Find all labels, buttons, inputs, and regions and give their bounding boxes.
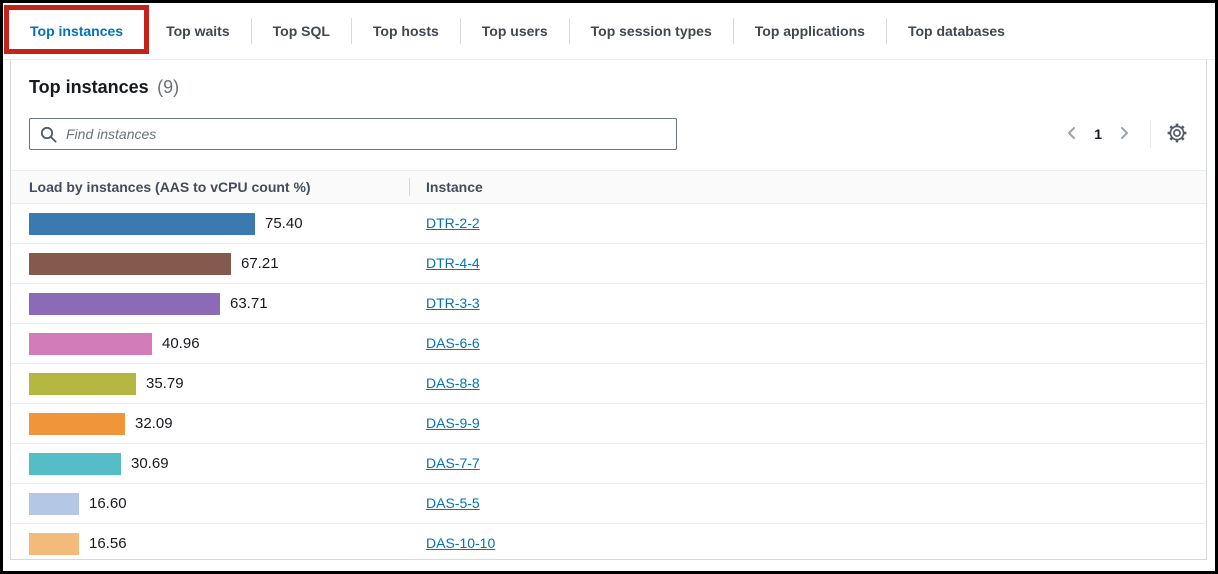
search-input[interactable] <box>29 118 677 150</box>
instance-cell: DTR-4-4 <box>409 255 480 273</box>
tab-top-hosts[interactable]: Top hosts <box>352 3 460 59</box>
load-bar <box>29 492 79 515</box>
table-body: 75.40 DTR-2-2 67.21 DTR-4-4 63.71 DTR-3-3 40.9… <box>11 204 1206 559</box>
instance-cell: DTR-3-3 <box>409 295 480 313</box>
pagination-controls: 1 <box>1059 120 1190 148</box>
tab-top-applications[interactable]: Top applications <box>734 3 886 59</box>
load-cell: 67.21 <box>11 252 409 275</box>
table-row: 63.71 DTR-3-3 <box>11 284 1206 324</box>
instance-link[interactable]: DTR-4-4 <box>426 254 480 271</box>
load-bar <box>29 332 152 355</box>
top-instances-panel: Top instances (9) <box>10 60 1207 560</box>
table-row: 35.79 DAS-8-8 <box>11 364 1206 404</box>
page-number[interactable]: 1 <box>1094 126 1102 142</box>
load-cell: 40.96 <box>11 332 409 355</box>
instance-cell: DTR-2-2 <box>409 215 480 233</box>
load-bar <box>29 452 121 475</box>
load-value: 30.69 <box>131 455 169 472</box>
tab-bar: Top instances Top waits Top SQL Top hosts To… <box>3 3 1215 60</box>
load-cell: 16.60 <box>11 492 409 515</box>
load-cell: 75.40 <box>11 212 409 235</box>
instance-cell: DAS-5-5 <box>409 495 480 513</box>
column-divider <box>409 178 410 196</box>
column-header-instance-label: Instance <box>426 179 483 195</box>
column-header-instance: Instance <box>410 179 483 195</box>
tab-top-instances[interactable]: Top instances <box>9 3 144 59</box>
tab-divider <box>885 18 887 44</box>
instance-link[interactable]: DTR-3-3 <box>426 294 480 311</box>
table-row: 16.56 DAS-10-10 <box>11 524 1206 559</box>
panel-title-line: Top instances (9) <box>29 77 1190 98</box>
instance-link[interactable]: DAS-5-5 <box>426 494 480 511</box>
item-count-badge: (9) <box>157 77 180 97</box>
tab-top-sql[interactable]: Top SQL <box>252 3 351 59</box>
table-row: 16.60 DAS-5-5 <box>11 484 1206 524</box>
instance-cell: DAS-9-9 <box>409 415 480 433</box>
instance-cell: DAS-7-7 <box>409 455 480 473</box>
load-bar <box>29 292 220 315</box>
next-page-button[interactable] <box>1111 121 1137 147</box>
load-cell: 32.09 <box>11 412 409 435</box>
toolbar: 1 <box>29 118 1190 150</box>
load-cell: 16.56 <box>11 532 409 555</box>
tab-divider <box>732 18 734 44</box>
table-row: 67.21 DTR-4-4 <box>11 244 1206 284</box>
tab-divider <box>568 18 570 44</box>
load-bar <box>29 412 125 435</box>
load-bar <box>29 532 79 555</box>
load-value: 16.60 <box>89 495 127 512</box>
load-value: 32.09 <box>135 415 173 432</box>
instance-link[interactable]: DAS-6-6 <box>426 334 480 351</box>
tab-divider <box>350 18 352 44</box>
controls-divider <box>1150 120 1151 148</box>
load-bar <box>29 372 136 395</box>
table-row: 75.40 DTR-2-2 <box>11 204 1206 244</box>
previous-page-button[interactable] <box>1059 121 1085 147</box>
instance-link[interactable]: DAS-9-9 <box>426 414 480 431</box>
table-row: 40.96 DAS-6-6 <box>11 324 1206 364</box>
load-value: 63.71 <box>230 295 268 312</box>
chevron-left-icon <box>1064 125 1080 144</box>
tab-top-session-types[interactable]: Top session types <box>570 3 733 59</box>
instance-cell: DAS-6-6 <box>409 335 480 353</box>
tab-top-waits[interactable]: Top waits <box>145 3 251 59</box>
table-row: 30.69 DAS-7-7 <box>11 444 1206 484</box>
column-header-load: Load by instances (AAS to vCPU count %) <box>11 171 409 203</box>
tab-divider <box>250 18 252 44</box>
load-value: 16.56 <box>89 535 127 552</box>
settings-button[interactable] <box>1164 121 1190 147</box>
tab-top-users[interactable]: Top users <box>461 3 569 59</box>
table-header: Load by instances (AAS to vCPU count %) … <box>11 170 1206 204</box>
load-bar <box>29 212 255 235</box>
load-bar <box>29 252 231 275</box>
table-row: 32.09 DAS-9-9 <box>11 404 1206 444</box>
instance-link[interactable]: DAS-10-10 <box>426 534 496 551</box>
column-header-load-label: Load by instances (AAS to vCPU count %) <box>29 179 311 195</box>
page-title: Top instances <box>29 77 149 97</box>
search-box <box>29 118 677 150</box>
instance-link[interactable]: DTR-2-2 <box>426 214 480 231</box>
load-cell: 30.69 <box>11 452 409 475</box>
panel-header: Top instances (9) <box>11 60 1206 150</box>
load-value: 67.21 <box>241 255 279 272</box>
load-cell: 63.71 <box>11 292 409 315</box>
load-value: 75.40 <box>265 215 303 232</box>
load-cell: 35.79 <box>11 372 409 395</box>
load-value: 40.96 <box>162 335 200 352</box>
instance-cell: DAS-10-10 <box>409 535 495 553</box>
tab-top-databases[interactable]: Top databases <box>887 3 1026 59</box>
search-icon <box>40 126 57 148</box>
tab-divider <box>459 18 461 44</box>
chevron-right-icon <box>1116 125 1132 144</box>
load-value: 35.79 <box>146 375 184 392</box>
gear-icon <box>1166 122 1188 147</box>
instance-cell: DAS-8-8 <box>409 375 480 393</box>
instance-link[interactable]: DAS-7-7 <box>426 454 480 471</box>
instance-link[interactable]: DAS-8-8 <box>426 374 480 391</box>
